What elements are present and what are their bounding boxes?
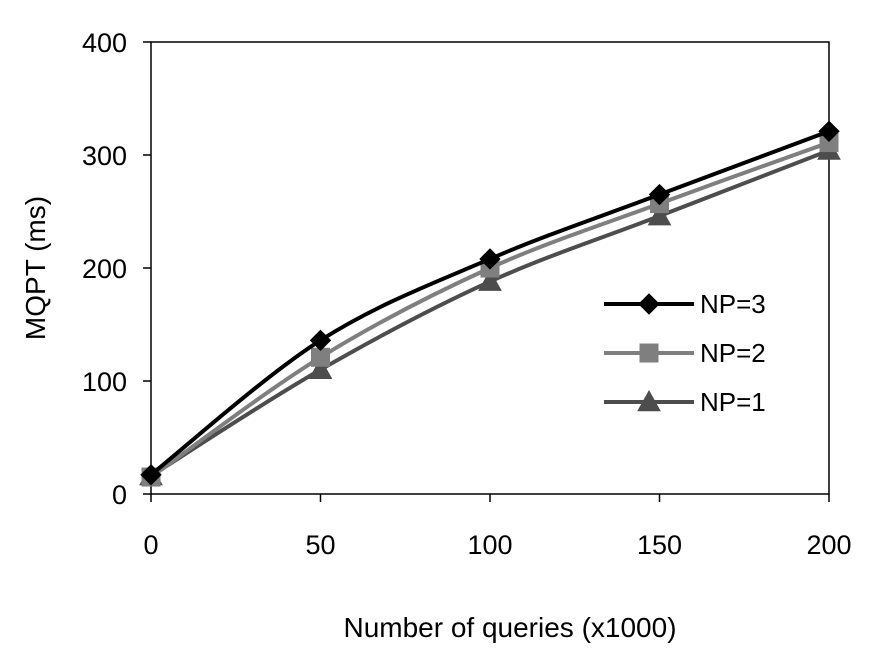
x-axis-title: Number of queries (x1000) bbox=[343, 612, 676, 643]
point-NP=1-50 bbox=[308, 357, 333, 379]
point-NP=3-200 bbox=[818, 120, 840, 142]
series-layer bbox=[139, 120, 841, 487]
x-tick-label-1: 50 bbox=[305, 530, 335, 560]
series-NP=3 bbox=[140, 120, 840, 486]
x-tick-label-0: 0 bbox=[143, 530, 158, 560]
legend-swatch-marker bbox=[639, 343, 659, 363]
point-NP=3-100 bbox=[479, 248, 501, 270]
y-axis-title: MQPT (ms) bbox=[20, 196, 51, 340]
y-tick-label-2: 200 bbox=[82, 254, 127, 284]
point-NP=3-150 bbox=[648, 183, 671, 206]
y-tick-label-4: 400 bbox=[82, 28, 127, 58]
legend-item-NP=3: NP=3 bbox=[604, 289, 766, 319]
point-NP=3-0 bbox=[140, 464, 162, 486]
y-tick-label-1: 100 bbox=[82, 367, 127, 397]
legend-item-NP=2: NP=2 bbox=[604, 338, 766, 368]
x-axis: 0 50 100 150 200 bbox=[143, 494, 852, 560]
legend-swatch-marker bbox=[638, 293, 660, 315]
legend-label: NP=1 bbox=[700, 387, 766, 417]
legend-swatch-marker bbox=[637, 389, 661, 412]
legend: NP=3 NP=2 NP=1 bbox=[604, 289, 766, 417]
x-tick-label-4: 200 bbox=[806, 530, 851, 560]
legend-item-NP=1: NP=1 bbox=[604, 387, 766, 417]
y-tick-label-0: 0 bbox=[112, 480, 127, 510]
y-axis: 0 100 200 300 400 bbox=[82, 28, 151, 510]
point-NP=3-50 bbox=[309, 329, 332, 352]
x-tick-label-2: 100 bbox=[467, 530, 512, 560]
x-tick-label-3: 150 bbox=[637, 530, 682, 560]
point-NP=1-100 bbox=[478, 269, 502, 291]
legend-label: NP=3 bbox=[700, 289, 766, 319]
legend-label: NP=2 bbox=[700, 338, 766, 368]
point-NP=1-150 bbox=[647, 203, 672, 226]
y-tick-label-3: 300 bbox=[82, 141, 127, 171]
